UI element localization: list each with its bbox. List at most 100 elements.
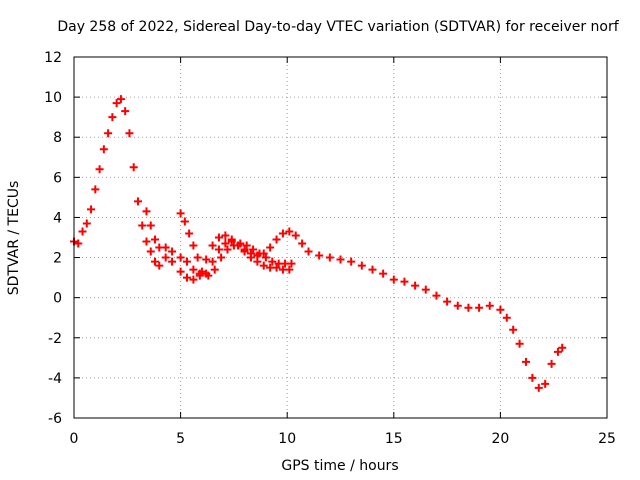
data-point bbox=[182, 257, 191, 266]
data-point bbox=[74, 239, 83, 248]
data-point bbox=[78, 227, 87, 236]
data-point bbox=[278, 229, 287, 238]
data-point bbox=[189, 275, 198, 284]
data-point bbox=[176, 253, 185, 262]
data-point bbox=[227, 237, 236, 246]
data-point bbox=[223, 245, 232, 254]
data-point bbox=[259, 261, 268, 270]
x-tick-label: 5 bbox=[176, 431, 185, 447]
data-point bbox=[208, 257, 217, 266]
data-point bbox=[229, 241, 238, 250]
data-point bbox=[509, 325, 518, 334]
data-point bbox=[272, 235, 281, 244]
data-point bbox=[304, 247, 313, 256]
data-point bbox=[255, 249, 264, 258]
data-point bbox=[180, 217, 189, 226]
data-point bbox=[204, 271, 213, 280]
data-point bbox=[475, 303, 484, 312]
data-point bbox=[389, 275, 398, 284]
data-point bbox=[285, 265, 294, 274]
x-tick-label: 0 bbox=[70, 431, 79, 447]
data-point bbox=[82, 219, 91, 228]
data-point bbox=[432, 291, 441, 300]
data-point bbox=[142, 207, 151, 216]
data-point bbox=[325, 253, 334, 262]
data-point bbox=[197, 267, 206, 276]
data-point bbox=[485, 301, 494, 310]
data-point bbox=[502, 313, 511, 322]
data-point bbox=[249, 245, 258, 254]
data-point bbox=[208, 241, 217, 250]
data-point bbox=[453, 301, 462, 310]
data-point bbox=[87, 205, 96, 214]
data-point bbox=[266, 243, 275, 252]
data-point bbox=[246, 253, 255, 262]
data-point bbox=[146, 247, 155, 256]
data-point bbox=[534, 383, 543, 392]
data-points bbox=[70, 95, 567, 392]
data-point bbox=[104, 129, 113, 138]
x-tick-label: 15 bbox=[385, 431, 403, 447]
data-point bbox=[379, 269, 388, 278]
data-point bbox=[553, 347, 562, 356]
x-tick-label: 20 bbox=[491, 431, 509, 447]
data-point bbox=[496, 305, 505, 314]
data-point bbox=[121, 107, 130, 116]
data-point bbox=[547, 359, 556, 368]
data-series bbox=[176, 209, 296, 280]
data-point bbox=[291, 231, 300, 240]
data-point bbox=[108, 113, 117, 122]
x-axis-label: GPS time / hours bbox=[281, 458, 398, 474]
data-series bbox=[142, 207, 294, 280]
y-tick-label: -6 bbox=[48, 411, 62, 427]
y-tick-label: 8 bbox=[53, 130, 62, 146]
data-point bbox=[315, 251, 324, 260]
data-point bbox=[176, 209, 185, 218]
data-point bbox=[195, 271, 204, 280]
data-point bbox=[272, 263, 281, 272]
data-point bbox=[168, 247, 177, 256]
data-point bbox=[558, 343, 567, 352]
data-point bbox=[142, 237, 151, 246]
data-point bbox=[411, 281, 420, 290]
data-point bbox=[528, 373, 537, 382]
data-point bbox=[221, 239, 230, 248]
data-point bbox=[421, 285, 430, 294]
axis-ticks: 0 5 10 15 20 25 -6 -4 -2 0 2 4 6 8 10 12 bbox=[44, 50, 616, 447]
plot-frame bbox=[73, 56, 608, 419]
data-point bbox=[168, 257, 177, 266]
data-point bbox=[221, 231, 230, 240]
data-point bbox=[214, 233, 223, 242]
chart-title: Day 258 of 2022, Sidereal Day-to-day VTE… bbox=[57, 19, 619, 35]
data-point bbox=[176, 267, 185, 276]
data-point bbox=[189, 241, 198, 250]
y-tick-label: 2 bbox=[53, 251, 62, 267]
data-point bbox=[182, 273, 191, 282]
data-point bbox=[95, 165, 104, 174]
y-tick-label: -4 bbox=[48, 371, 62, 387]
data-point bbox=[357, 261, 366, 270]
data-point bbox=[161, 243, 170, 252]
data-point bbox=[336, 255, 345, 264]
y-tick-label: 6 bbox=[53, 170, 62, 186]
data-point bbox=[253, 257, 262, 266]
data-point bbox=[285, 227, 294, 236]
data-point bbox=[368, 265, 377, 274]
data-point bbox=[298, 239, 307, 248]
data-point bbox=[347, 257, 356, 266]
y-tick-label: 12 bbox=[44, 50, 62, 66]
data-point bbox=[193, 253, 202, 262]
data-point bbox=[133, 197, 142, 206]
data-point bbox=[91, 185, 100, 194]
data-point bbox=[261, 253, 270, 262]
data-point bbox=[189, 265, 198, 274]
data-point bbox=[400, 277, 409, 286]
data-point bbox=[287, 259, 296, 268]
data-point bbox=[541, 379, 550, 388]
data-point bbox=[125, 129, 134, 138]
data-point bbox=[146, 221, 155, 230]
data-point bbox=[443, 297, 452, 306]
y-tick-label: 10 bbox=[44, 90, 62, 106]
data-point bbox=[151, 235, 160, 244]
